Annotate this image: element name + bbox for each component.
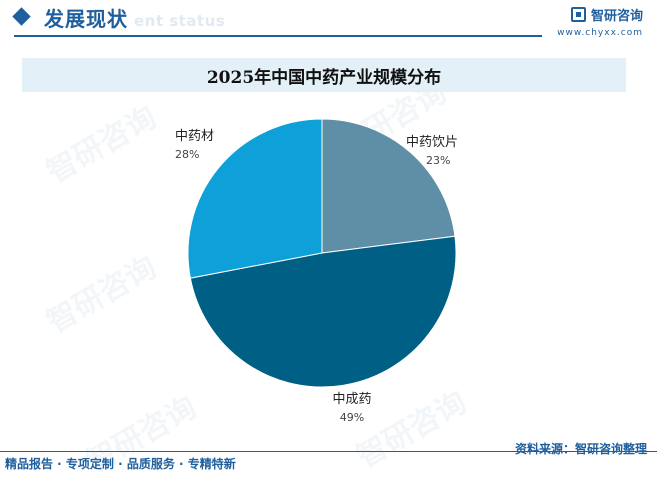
slice-label: 中药饮片 xyxy=(406,135,458,150)
slice-label: 中成药 xyxy=(332,392,371,407)
slice-percent: 23% xyxy=(426,154,450,167)
footer-tagline: 精品报告 · 专项定制 · 品质服务 · 专精特新 xyxy=(5,457,236,471)
pie-slices xyxy=(187,118,457,388)
section-subtitle: ent status xyxy=(134,12,226,30)
pie-slice xyxy=(321,118,456,254)
pie-slice xyxy=(189,235,457,388)
source-note: 资料来源：智研咨询整理 xyxy=(514,442,647,456)
chart-title: 2025年中国中药产业规模分布 xyxy=(206,67,442,88)
slice-percent: 49% xyxy=(340,411,364,424)
section-title: 发展现状 xyxy=(44,7,128,31)
pie-slice xyxy=(187,118,323,279)
footer-divider xyxy=(0,451,657,452)
brand-url: www.chyxx.com xyxy=(557,28,643,38)
brand-name: 智研咨询 xyxy=(590,9,643,24)
brand-logo-icon xyxy=(570,7,586,22)
pie-labels: 中药饮片 23% 中成药 49% 中药材 28% xyxy=(175,129,458,424)
brand: 智研咨询 www.chyxx.com xyxy=(557,5,643,38)
slice-label: 中药材 xyxy=(175,129,214,144)
header-divider xyxy=(14,35,542,37)
chart-title-band: 2025年中国中药产业规模分布 xyxy=(22,58,626,92)
slice-percent: 28% xyxy=(175,148,199,161)
section-header: ent status 发展现状 智研咨询 www.chyxx.com xyxy=(0,0,657,44)
